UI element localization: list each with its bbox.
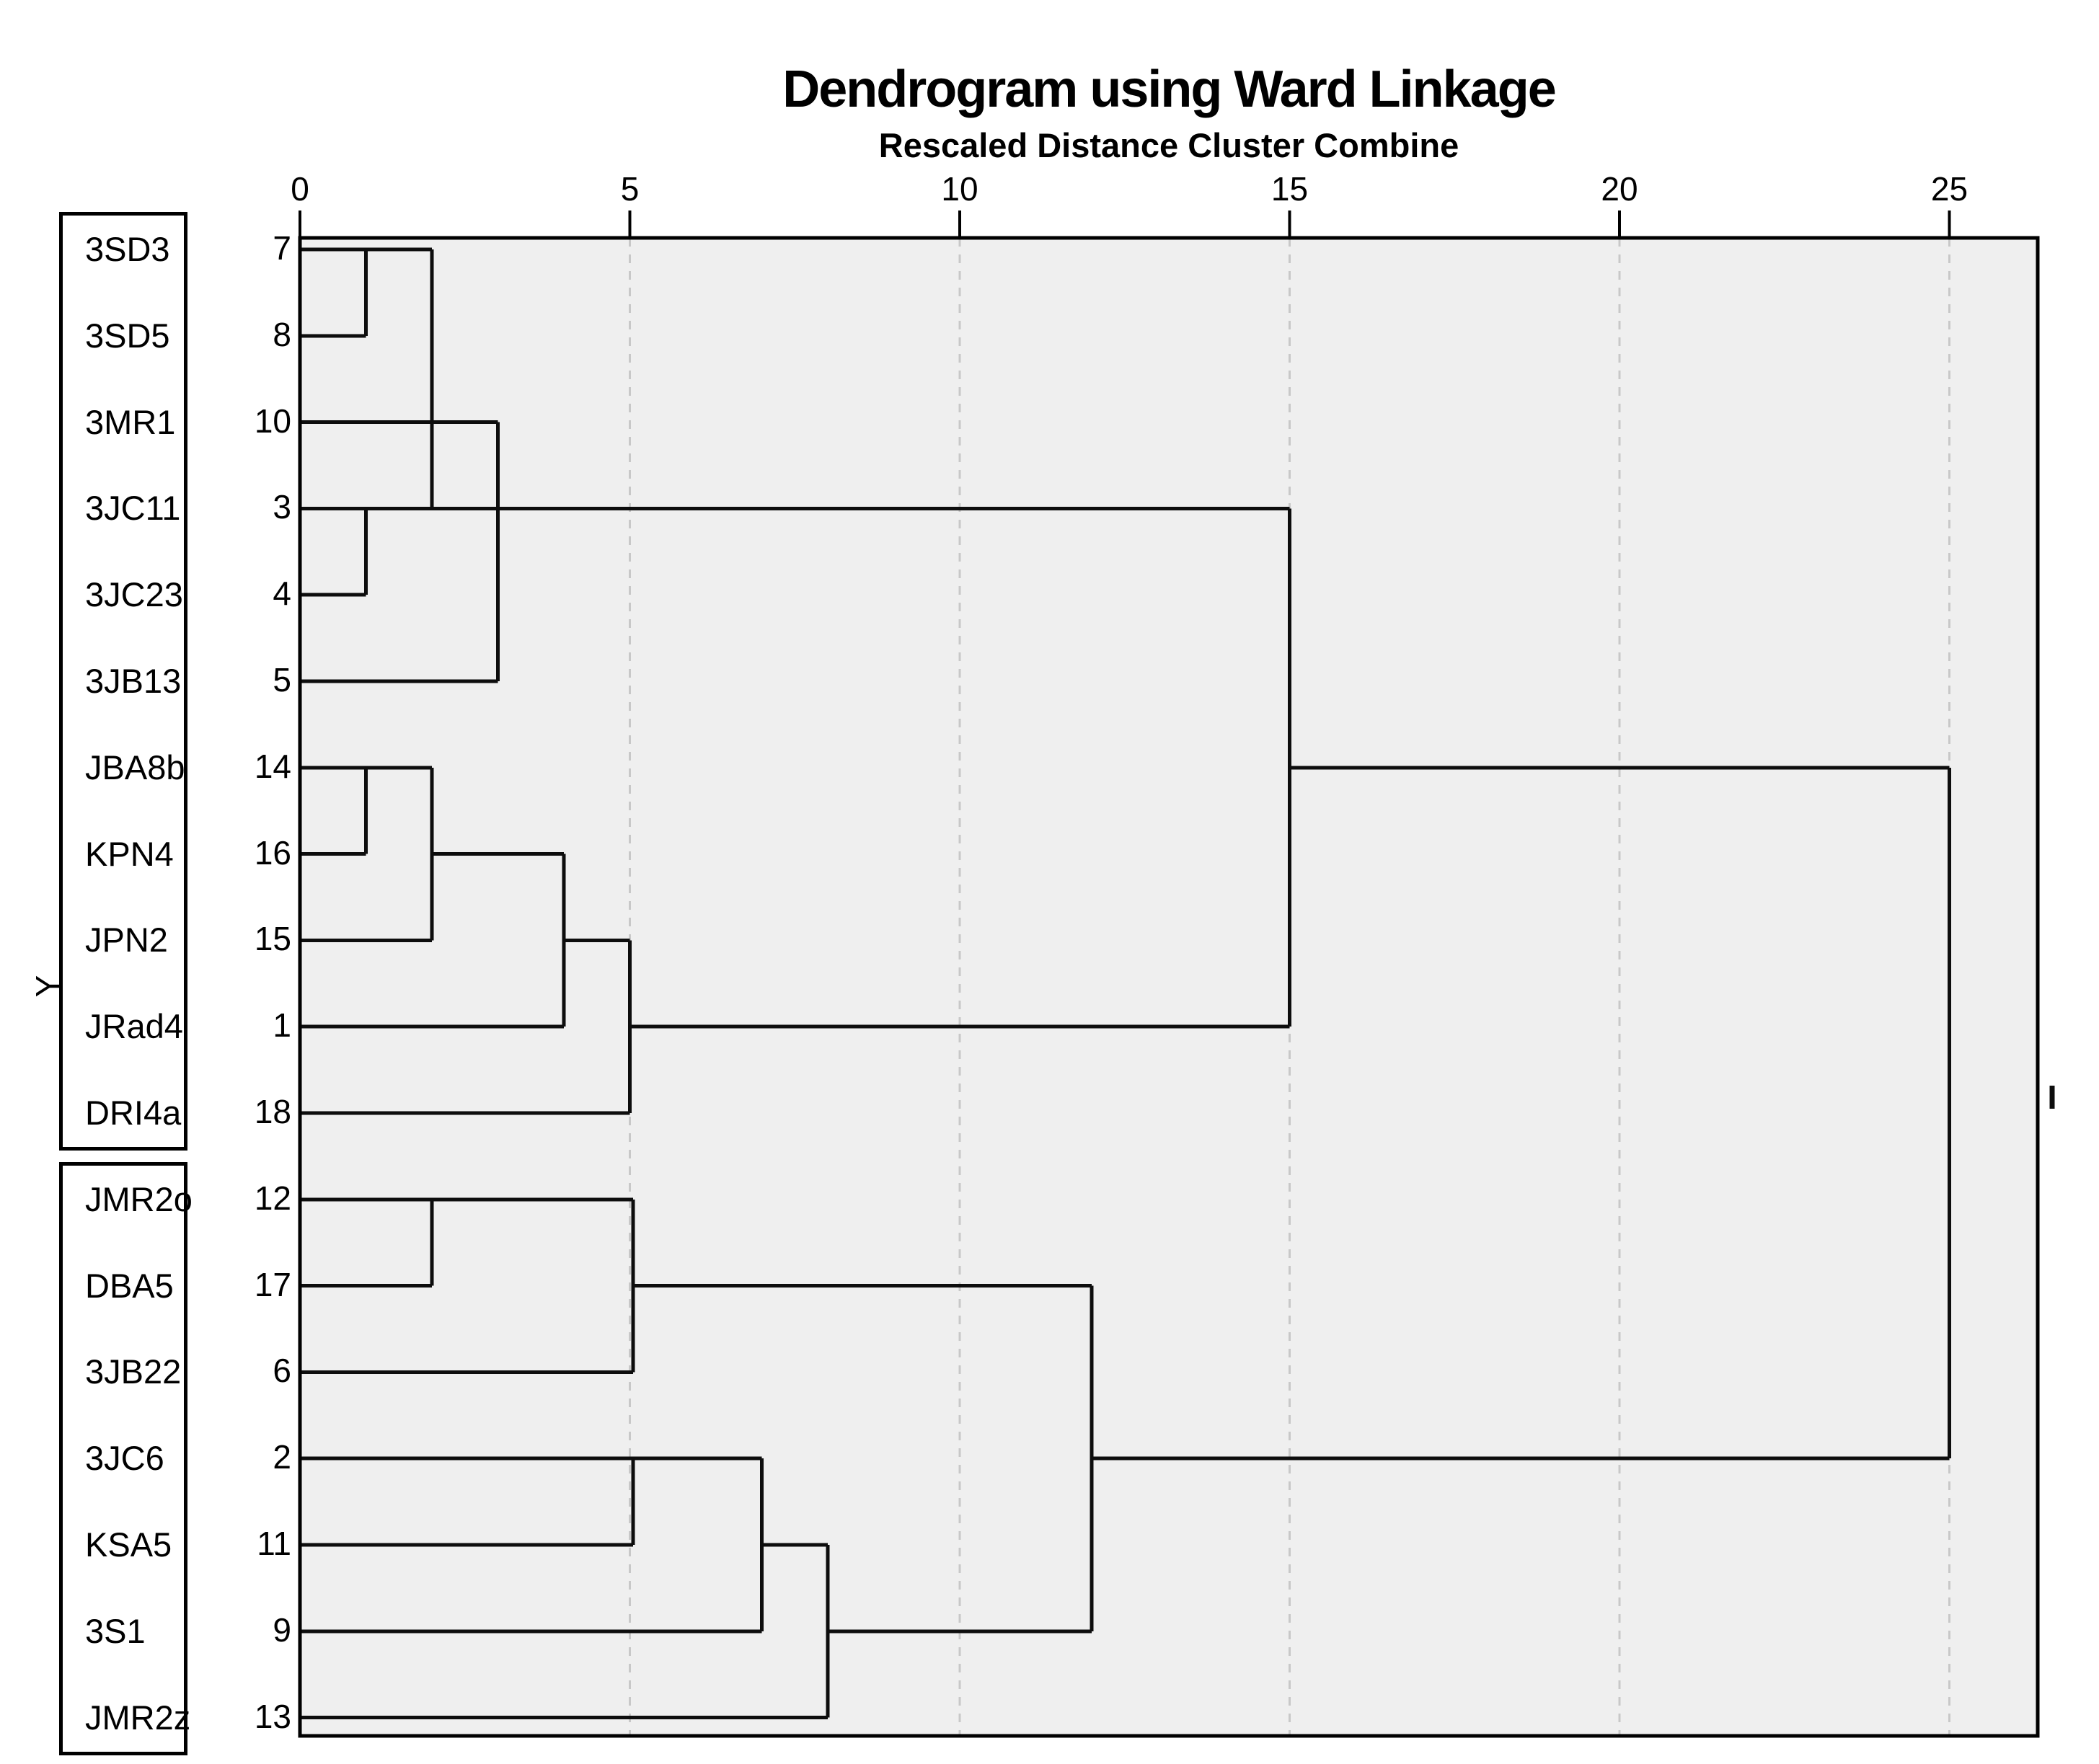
case-number: 6 — [273, 1352, 291, 1390]
x-tick-label: 10 — [941, 170, 978, 208]
x-tick-label: 15 — [1271, 170, 1308, 208]
x-tick-label: 0 — [291, 170, 309, 208]
leaf-label: JPN2 — [85, 921, 168, 959]
leaf-label-box — [59, 1161, 187, 1755]
leaf-label: JMR2o — [85, 1179, 193, 1218]
leaf-label: JRad4 — [85, 1007, 183, 1046]
case-number: 15 — [254, 920, 291, 958]
leaf-label: 3JC6 — [85, 1439, 164, 1478]
leaf-label: JMR2z — [85, 1698, 191, 1737]
leaf-label: 3JB13 — [85, 662, 182, 700]
case-number: 12 — [254, 1179, 291, 1217]
case-number: 9 — [273, 1610, 291, 1649]
leaf-label: 3S1 — [85, 1611, 146, 1650]
case-number: 18 — [254, 1093, 291, 1130]
case-number: 10 — [254, 402, 291, 440]
case-number: 11 — [257, 1525, 291, 1562]
leaf-label: 3SD3 — [85, 230, 170, 268]
leaf-label: 3JC11 — [85, 489, 181, 528]
chart-subtitle: Rescaled Distance Cluster Combine — [878, 126, 1459, 164]
case-number: 13 — [254, 1697, 291, 1735]
chart-title: Dendrogram using Ward Linkage — [782, 61, 1556, 118]
leaf-label: KSA5 — [85, 1525, 172, 1564]
leaf-label: 3JC23 — [85, 575, 183, 614]
case-number: 16 — [254, 833, 291, 872]
case-number: 5 — [273, 661, 291, 699]
case-number: 4 — [273, 575, 291, 613]
case-number: 3 — [273, 488, 291, 526]
leaf-label: KPN4 — [85, 834, 174, 873]
case-number: 2 — [273, 1438, 291, 1476]
plot-border — [298, 236, 2040, 1738]
leaf-label: 3SD5 — [85, 316, 170, 355]
case-number: 1 — [273, 1006, 291, 1045]
case-number: 17 — [254, 1265, 291, 1303]
leaf-label: 3MR1 — [85, 402, 176, 441]
plot-area-background — [300, 238, 2038, 1736]
leaf-label-box — [59, 212, 187, 1151]
leaf-label: DRI4a — [85, 1094, 182, 1132]
x-tick-label: 20 — [1601, 170, 1638, 208]
leaf-label: JBA8b — [85, 748, 185, 786]
case-number: 7 — [273, 229, 291, 267]
leaf-label: 3JB22 — [85, 1352, 182, 1391]
case-number: 14 — [254, 747, 291, 785]
x-tick-label: 25 — [1931, 170, 1968, 208]
leaf-label: DBA5 — [85, 1266, 174, 1305]
x-tick-label: 5 — [621, 170, 640, 208]
case-number: 8 — [273, 315, 291, 353]
